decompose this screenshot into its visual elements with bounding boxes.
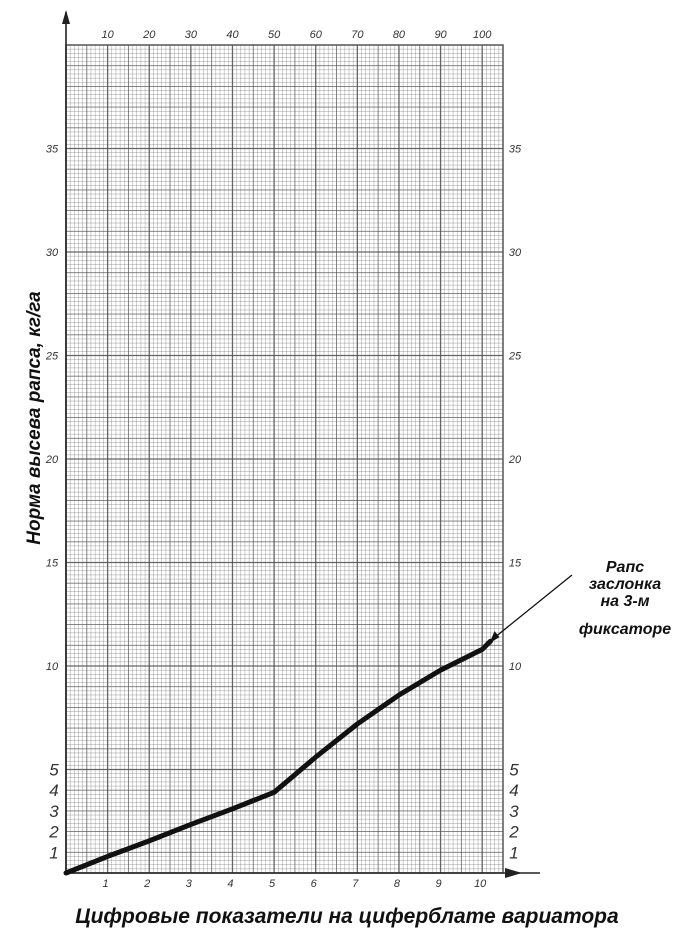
x-tick-label: 2 [143, 878, 150, 890]
x-tick-label: 7 [352, 878, 359, 890]
y-tick-label-left: 3 [49, 802, 59, 821]
x-tick-label: 4 [227, 878, 233, 890]
y-tick-label-left: 25 [45, 351, 59, 363]
top-tick-label: 50 [268, 29, 281, 41]
y-tick-label-left: 1 [49, 843, 58, 862]
axes [62, 10, 540, 878]
top-tick-label: 70 [351, 29, 364, 41]
annotation-leader [492, 574, 573, 640]
top-tick-label: 30 [185, 29, 198, 41]
top-tick-label: 20 [142, 29, 156, 41]
y-tick-label-right: 35 [509, 144, 522, 156]
y-tick-label-right: 10 [509, 661, 522, 673]
x-tick-label: 1 [103, 878, 109, 890]
x-axis-arrow [505, 868, 522, 878]
y-tick-label-left: 10 [46, 661, 59, 673]
y-tick-label-left: 4 [49, 781, 58, 800]
x-tick-label: 5 [269, 878, 276, 890]
series-line [63, 638, 493, 876]
x-tick-label: 9 [436, 878, 442, 890]
y-tick-label-right: 3 [509, 802, 519, 821]
annotation-line-2: заслонка [589, 576, 661, 593]
top-tick-label: 90 [434, 29, 447, 41]
y-tick-label-left: 30 [46, 247, 59, 259]
y-tick-label-left: 20 [45, 454, 59, 466]
y-axis-label: Норма высева рапса, кг/га [24, 291, 45, 545]
y-tick-label-left: 15 [46, 558, 59, 570]
annotation: Рапс заслонка на 3-м фиксаторе [489, 559, 671, 644]
x-axis-label: Цифровые показатели на циферблате вариат… [75, 905, 619, 928]
y-axis-arrow [62, 10, 70, 24]
grid [65, 44, 504, 874]
top-tick-label: 60 [310, 29, 323, 41]
top-tick-label: 40 [226, 29, 239, 41]
y-tick-label-right: 15 [509, 558, 522, 570]
y-tick-label-right: 25 [508, 351, 522, 363]
top-tick-label: 100 [473, 29, 492, 41]
annotation-line-3: на 3-м [600, 593, 649, 610]
y-tick-label-right: 2 [508, 823, 519, 842]
y-tick-label-right: 1 [509, 843, 518, 862]
y-tick-label-right: 30 [509, 247, 522, 259]
y-tick-label-left: 2 [48, 823, 59, 842]
series [63, 638, 493, 876]
x-tick-label: 8 [394, 878, 401, 890]
y-tick-label-right: 4 [509, 781, 518, 800]
x-tick-label: 3 [186, 878, 193, 890]
x-tick-label: 6 [311, 878, 318, 890]
y-tick-label-left: 5 [49, 761, 59, 780]
annotation-arrowhead [489, 631, 500, 644]
top-tick-label: 10 [101, 29, 114, 41]
x-tick-label: 10 [474, 878, 487, 890]
y-tick-label-right: 5 [509, 761, 519, 780]
y-tick-label-right: 20 [508, 454, 522, 466]
annotation-line-1: Рапс [606, 559, 644, 576]
y-tick-label-left: 35 [46, 144, 59, 156]
annotation-line-4: фиксаторе [579, 621, 671, 638]
top-tick-label: 80 [393, 29, 406, 41]
